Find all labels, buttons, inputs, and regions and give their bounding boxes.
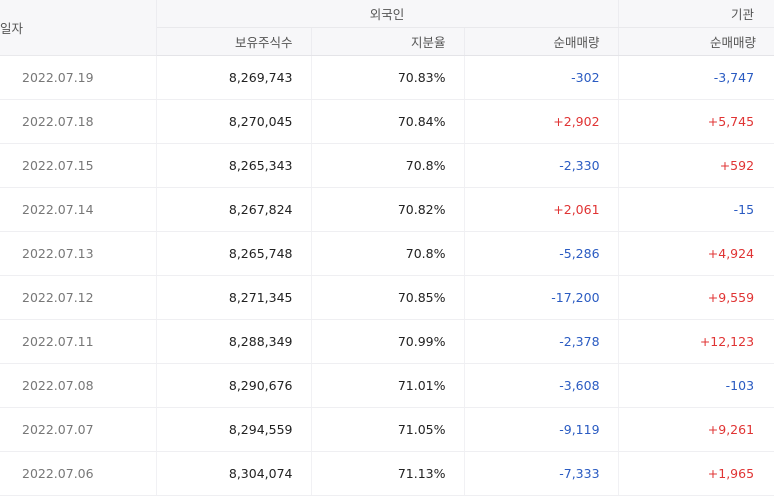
cell-foreign-net: -17,200 [464,275,619,320]
cell-holdings: 8,271,345 [156,275,312,320]
column-group-foreign: 외국인 [156,0,619,28]
table-row: 2022.07.08 8,290,676 71.01% -3,608 -103 [0,363,774,408]
cell-institution-net: +9,559 [618,275,774,320]
cell-foreign-net: -302 [464,55,619,100]
column-header-institution-net: 순매매량 [618,27,774,56]
cell-foreign-net: -5,286 [464,231,619,276]
cell-foreign-net: -2,330 [464,143,619,188]
table-row: 2022.07.12 8,271,345 70.85% -17,200 +9,5… [0,275,774,320]
cell-foreign-net: +2,902 [464,99,619,144]
cell-institution-net: -103 [618,363,774,408]
cell-ratio: 70.83% [311,55,465,100]
cell-holdings: 8,267,824 [156,187,312,232]
column-group-institution: 기관 [618,0,774,28]
cell-date: 2022.07.11 [0,319,157,364]
cell-ratio: 71.13% [311,451,465,496]
table-row: 2022.07.15 8,265,343 70.8% -2,330 +592 [0,143,774,188]
cell-holdings: 8,269,743 [156,55,312,100]
cell-institution-net: +9,261 [618,407,774,452]
cell-ratio: 71.05% [311,407,465,452]
cell-date: 2022.07.12 [0,275,157,320]
cell-date: 2022.07.06 [0,451,157,496]
cell-foreign-net: -3,608 [464,363,619,408]
column-header-date: 일자 [0,0,157,56]
cell-date: 2022.07.15 [0,143,157,188]
cell-institution-net: +4,924 [618,231,774,276]
column-header-foreign-net: 순매매량 [464,27,619,56]
cell-ratio: 70.82% [311,187,465,232]
cell-holdings: 8,270,045 [156,99,312,144]
cell-institution-net: -15 [618,187,774,232]
cell-holdings: 8,294,559 [156,407,312,452]
table-row: 2022.07.18 8,270,045 70.84% +2,902 +5,74… [0,99,774,144]
header-row-sub: 보유주식수 지분율 순매매량 순매매량 [0,27,774,56]
cell-date: 2022.07.07 [0,407,157,452]
cell-holdings: 8,265,748 [156,231,312,276]
cell-date: 2022.07.19 [0,55,157,100]
cell-date: 2022.07.18 [0,99,157,144]
table-row: 2022.07.13 8,265,748 70.8% -5,286 +4,924 [0,231,774,276]
cell-foreign-net: +2,061 [464,187,619,232]
table-row: 2022.07.07 8,294,559 71.05% -9,119 +9,26… [0,407,774,452]
cell-ratio: 70.8% [311,143,465,188]
table-body: 2022.07.19 8,269,743 70.83% -302 -3,747 … [0,55,774,496]
table-row: 2022.07.14 8,267,824 70.82% +2,061 -15 [0,187,774,232]
cell-institution-net: +12,123 [618,319,774,364]
cell-institution-net: -3,747 [618,55,774,100]
cell-institution-net: +5,745 [618,99,774,144]
column-header-ratio: 지분율 [311,27,465,56]
cell-foreign-net: -9,119 [464,407,619,452]
cell-institution-net: +592 [618,143,774,188]
table-row: 2022.07.11 8,288,349 70.99% -2,378 +12,1… [0,319,774,364]
cell-date: 2022.07.08 [0,363,157,408]
cell-holdings: 8,265,343 [156,143,312,188]
cell-date: 2022.07.13 [0,231,157,276]
table-header: 일자 외국인 기관 보유주식수 지분율 순매매량 순매매량 [0,0,774,56]
cell-foreign-net: -2,378 [464,319,619,364]
cell-holdings: 8,304,074 [156,451,312,496]
header-row-group: 일자 외국인 기관 [0,0,774,56]
cell-holdings: 8,290,676 [156,363,312,408]
cell-institution-net: +1,965 [618,451,774,496]
cell-ratio: 70.85% [311,275,465,320]
cell-foreign-net: -7,333 [464,451,619,496]
cell-ratio: 70.99% [311,319,465,364]
cell-ratio: 70.84% [311,99,465,144]
table-row: 2022.07.06 8,304,074 71.13% -7,333 +1,96… [0,451,774,496]
cell-ratio: 70.8% [311,231,465,276]
cell-holdings: 8,288,349 [156,319,312,364]
cell-date: 2022.07.14 [0,187,157,232]
cell-ratio: 71.01% [311,363,465,408]
column-header-holdings: 보유주식수 [156,27,312,56]
table-row: 2022.07.19 8,269,743 70.83% -302 -3,747 [0,55,774,100]
